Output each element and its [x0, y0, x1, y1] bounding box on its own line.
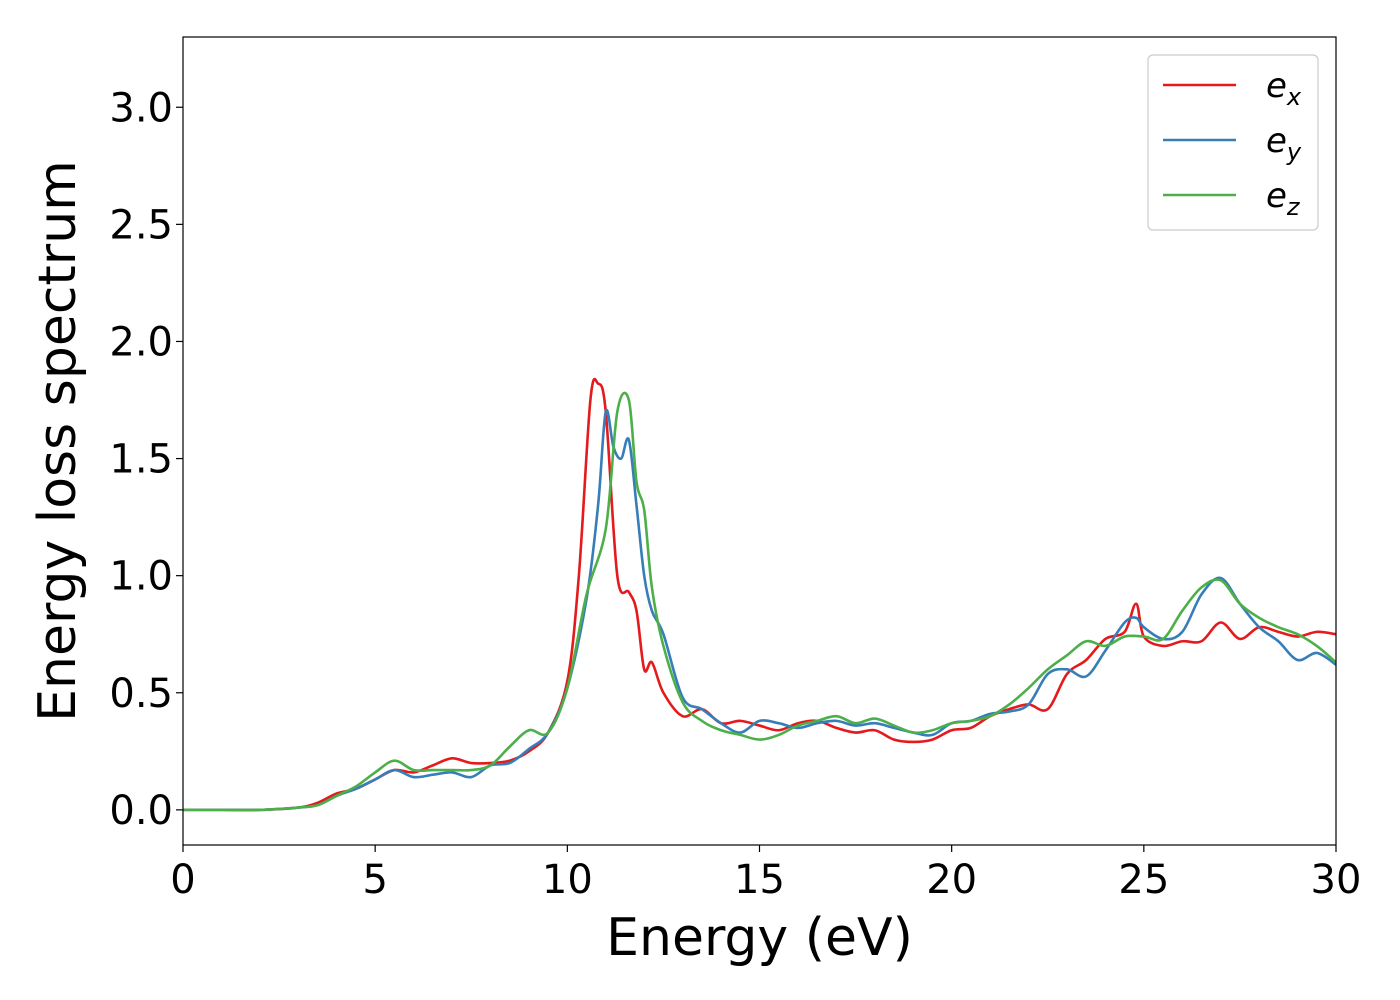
series-line-e-x [183, 377, 1336, 812]
x-tick-label: 0 [170, 857, 195, 903]
x-tick-label: 15 [734, 857, 785, 903]
y-tick-label: 0.5 [109, 671, 173, 717]
x-tick-label: 20 [926, 857, 977, 903]
y-tick-label: 0.0 [109, 788, 173, 834]
x-tick-label: 10 [542, 857, 593, 903]
x-axis-label: Energy (eV) [606, 908, 913, 968]
y-tick-label: 1.0 [109, 554, 173, 600]
x-tick-label: 25 [1118, 857, 1169, 903]
y-axis-label: Energy loss spectrum [28, 160, 88, 722]
y-tick-label: 1.5 [109, 437, 173, 483]
x-tick-label: 5 [362, 857, 387, 903]
series-line-e-z [183, 391, 1336, 812]
series-line-e-y [183, 408, 1336, 812]
legend-box [1147, 54, 1319, 231]
x-tick-label: 30 [1311, 857, 1362, 903]
y-tick-label: 2.0 [109, 319, 173, 365]
y-tick-label: 2.5 [109, 202, 173, 248]
series-lines [183, 377, 1336, 812]
y-tick-label: 3.0 [109, 85, 173, 131]
axis-ticks: 0 5 10 15 20 25 30 0.0 0.5 1.0 1.5 2.0 2.5 3.0 [109, 85, 1361, 903]
